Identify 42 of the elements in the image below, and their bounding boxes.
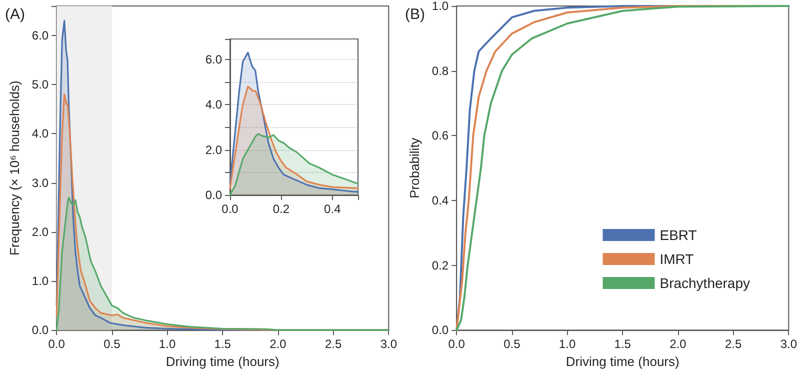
y-tick-label: 1.0	[432, 0, 449, 13]
y-tick-label: 0.6	[432, 128, 449, 143]
x-tick-label: 2.0	[670, 337, 687, 352]
chart-title: (A)	[5, 6, 25, 23]
y-tick-label: 2.0	[32, 224, 49, 239]
y-tick-label: 6.0	[32, 28, 49, 42]
x-tick-label: 0.5	[104, 337, 121, 352]
legend-label: Brachytherapy	[660, 275, 750, 291]
x-axis-title: Driving time (hours)	[566, 354, 680, 369]
y-tick-label: 5.0	[32, 78, 49, 92]
x-tick-label: 1.0	[158, 337, 176, 352]
y-tick-label: 0.2	[432, 258, 449, 272]
y-tick-label: 2.0	[205, 142, 222, 157]
y-tick-label: 4.0	[32, 126, 49, 141]
x-tick-label: 2.5	[324, 337, 342, 352]
y-axis-title: Probability	[407, 137, 422, 198]
x-axis-title: Driving time (hours)	[166, 354, 280, 369]
x-tick-label: 0.2	[272, 202, 290, 216]
legend-label: IMRT	[660, 251, 694, 267]
y-tick-label: 0.0	[432, 323, 449, 338]
y-tick-label: 4.0	[205, 98, 222, 112]
y-tick-label: 0.0	[32, 323, 49, 338]
y-tick-label: 0.0	[205, 188, 222, 202]
x-tick-label: 3.0	[380, 337, 398, 352]
y-tick-label: 0.8	[432, 64, 449, 78]
chart-title: (B)	[405, 6, 425, 23]
y-tick-label: 1.0	[32, 274, 49, 288]
x-tick-label: 1.0	[558, 337, 576, 352]
x-tick-label: 2.5	[724, 337, 742, 352]
x-tick-label: 0.0	[48, 337, 66, 352]
x-tick-label: 1.5	[614, 337, 632, 352]
x-tick-label: 0.5	[504, 337, 521, 352]
y-axis-title: Frequency (× 10⁶ households)	[7, 80, 22, 256]
legend-label: EBRT	[660, 227, 698, 243]
y-tick-label: 3.0	[32, 176, 49, 190]
x-tick-label: 3.0	[780, 337, 798, 352]
x-tick-label: 0.0	[222, 202, 239, 216]
x-tick-label: 2.0	[270, 337, 287, 352]
y-tick-label: 6.0	[205, 52, 222, 66]
x-tick-label: 1.5	[214, 337, 232, 352]
x-tick-label: 0.0	[448, 337, 466, 352]
x-tick-label: 0.4	[324, 202, 342, 216]
